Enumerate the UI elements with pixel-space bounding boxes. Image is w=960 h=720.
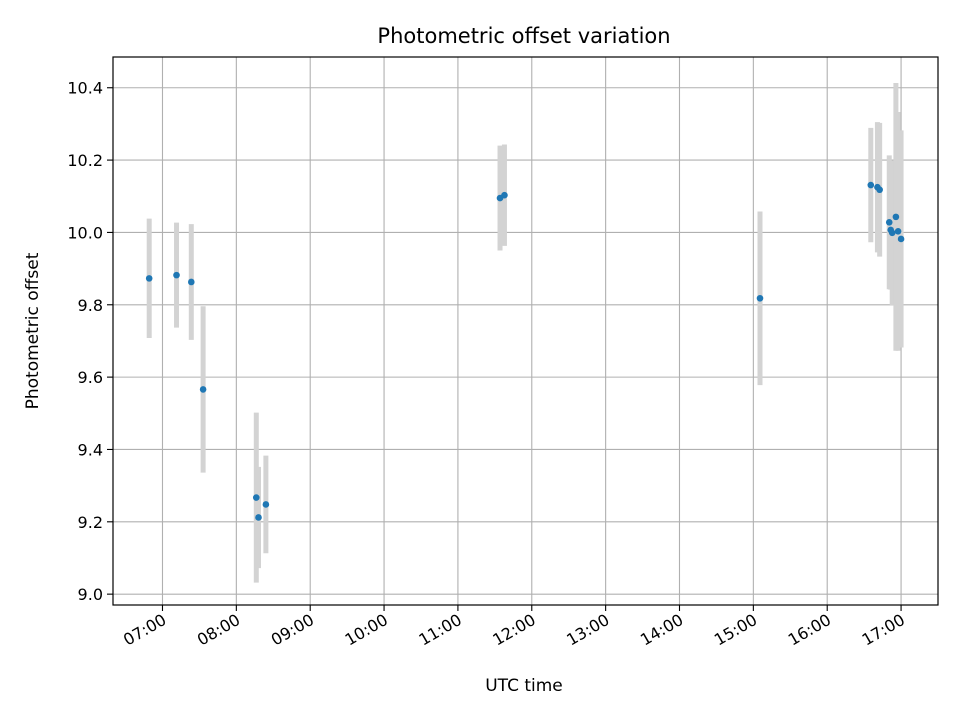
data-point [885,219,893,226]
data-point [876,186,883,194]
data-point [894,228,902,235]
data-point [888,229,896,237]
y-tick-label: 9.6 [78,368,103,387]
y-axis-ticks: 9.0 9.2 9.4 9.6 9.8 10.0 10.2 10.4 [67,79,113,604]
data-point [867,181,875,189]
y-tick-label: 9.0 [78,585,103,604]
data-point [145,275,153,282]
y-tick-label: 10.4 [67,79,103,98]
data-points [145,181,905,521]
x-axis-label: UTC time [485,676,563,696]
y-tick-label: 9.2 [78,513,103,532]
y-tick-label: 10.0 [67,223,103,242]
y-tick-label: 9.4 [78,440,103,459]
data-point [187,278,195,286]
data-point [892,213,900,221]
y-tick-label: 9.8 [78,296,103,315]
y-tick-label: 10.2 [67,151,103,170]
data-point [897,235,905,243]
data-point [756,294,764,302]
data-point [173,271,180,279]
data-point [252,494,260,501]
data-point [501,191,508,199]
plot-area-frame [112,56,939,606]
data-point [255,514,262,521]
y-axis-label: Photometric offset [23,252,43,409]
data-point [262,501,270,508]
chart-title: Photometric offset variation [377,24,670,48]
data-point [199,386,207,393]
